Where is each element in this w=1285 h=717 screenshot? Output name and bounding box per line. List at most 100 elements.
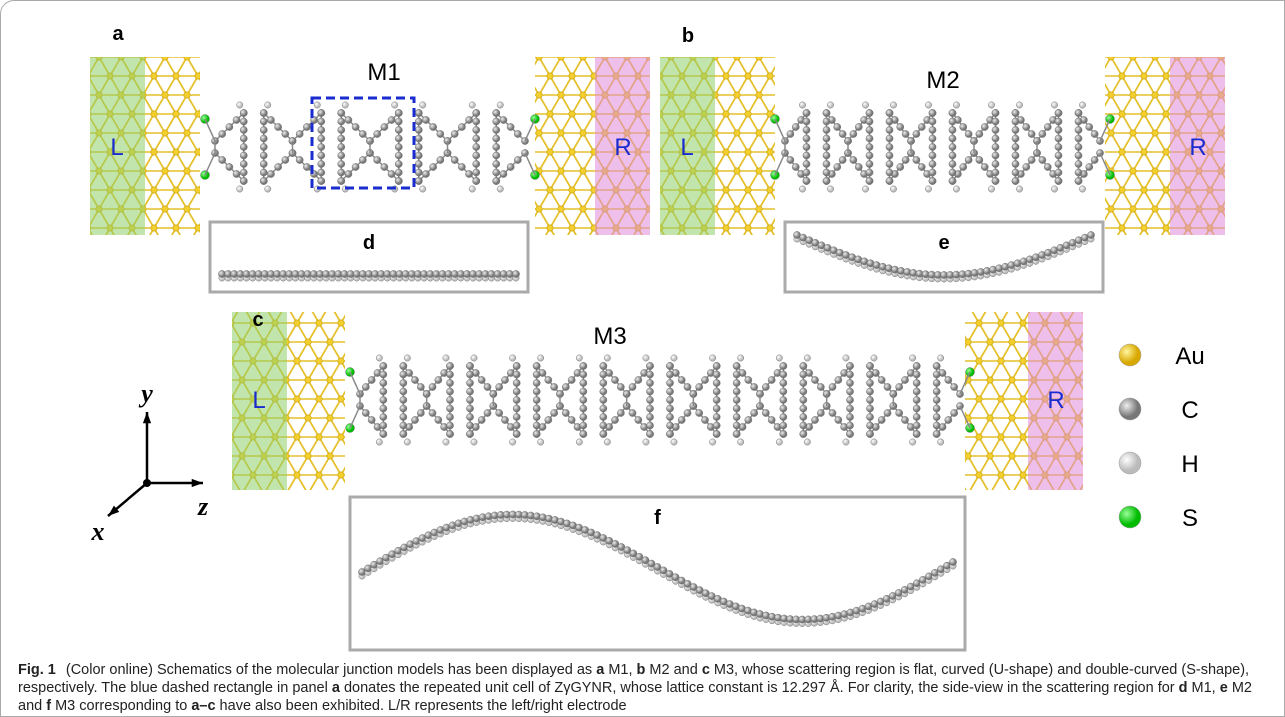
carbon-atom bbox=[846, 371, 853, 378]
carbon-atom bbox=[473, 152, 480, 159]
carbon-atom bbox=[918, 163, 925, 170]
molecule-name: M3 bbox=[593, 323, 626, 350]
carbon-atom bbox=[960, 123, 967, 130]
hydrogen-atom bbox=[843, 439, 849, 445]
carbon-atom bbox=[949, 177, 956, 184]
carbon-atom bbox=[666, 405, 673, 412]
carbon-atom bbox=[466, 396, 473, 403]
carbon-atom bbox=[701, 416, 708, 423]
carbon-atom bbox=[1055, 135, 1062, 142]
carbon-atom bbox=[1055, 177, 1062, 184]
carbon-atom bbox=[415, 160, 422, 167]
carbon-atom bbox=[1012, 135, 1019, 142]
carbon-atom bbox=[896, 409, 903, 416]
carbon-atom bbox=[533, 422, 540, 429]
carbon-atom bbox=[446, 371, 453, 378]
carbon-atom bbox=[866, 118, 873, 125]
hydrogen-atom bbox=[871, 355, 877, 361]
hydrogen-atom bbox=[709, 355, 715, 361]
carbon-atom bbox=[338, 169, 345, 176]
carbon-atom bbox=[411, 376, 418, 383]
carbon-atom bbox=[678, 376, 685, 383]
carbon-atom bbox=[513, 430, 520, 437]
carbon-atom bbox=[866, 396, 873, 403]
carbon-atom bbox=[866, 160, 873, 167]
carbon-atom bbox=[514, 130, 521, 137]
carbon-atom bbox=[902, 130, 909, 137]
carbon-atom bbox=[901, 376, 908, 383]
carbon-atom bbox=[411, 416, 418, 423]
carbon-atom bbox=[374, 130, 381, 137]
hydrogen-atom bbox=[1051, 186, 1057, 192]
carbon-atom bbox=[545, 416, 552, 423]
hydrogen-atom bbox=[314, 102, 320, 108]
carbon-atom bbox=[800, 388, 807, 395]
carbon-atom bbox=[338, 126, 345, 133]
carbon-atom bbox=[949, 135, 956, 142]
carbon-atom bbox=[446, 405, 453, 412]
hydrogen-atom bbox=[404, 355, 410, 361]
carbon-atom bbox=[1012, 160, 1019, 167]
legend-label: S bbox=[1182, 505, 1198, 532]
carbon-atom bbox=[1028, 130, 1035, 137]
carbon-atom bbox=[886, 177, 893, 184]
carbon-atom bbox=[484, 409, 491, 416]
hydrogen-atom bbox=[709, 439, 715, 445]
caption-segment: M2 and bbox=[645, 662, 701, 678]
carbon-atom bbox=[446, 362, 453, 369]
carbon-atom bbox=[1055, 143, 1062, 150]
carbon-atom bbox=[1039, 156, 1046, 163]
carbon-atom bbox=[1055, 109, 1062, 116]
hydrogen-atom bbox=[1079, 102, 1085, 108]
carbon-atom bbox=[417, 409, 424, 416]
carbon-atom bbox=[918, 123, 925, 130]
carbon-atom bbox=[829, 409, 836, 416]
carbon-atom bbox=[303, 123, 310, 130]
carbon-atom bbox=[318, 109, 325, 116]
bond bbox=[775, 119, 785, 141]
carbon-atom bbox=[817, 383, 824, 390]
carbon-atom bbox=[823, 152, 830, 159]
carbon-atom bbox=[666, 379, 673, 386]
carbon-atom bbox=[768, 376, 775, 383]
carbon-atom bbox=[395, 160, 402, 167]
carbon-atom bbox=[901, 416, 908, 423]
carbon-atom bbox=[949, 109, 956, 116]
left-electrode-label: L bbox=[252, 387, 265, 414]
carbon-atom bbox=[1055, 126, 1062, 133]
carbon-atom bbox=[839, 130, 846, 137]
carbon-atom bbox=[823, 135, 830, 142]
carbon-atom bbox=[666, 422, 673, 429]
hydrogen-atom bbox=[509, 355, 515, 361]
carbon-atom bbox=[446, 396, 453, 403]
carbon-atom bbox=[992, 135, 999, 142]
carbon-atom bbox=[240, 126, 247, 133]
hydrogen-atom bbox=[1016, 186, 1022, 192]
panel-label: a bbox=[112, 23, 124, 45]
carbon-atom bbox=[466, 379, 473, 386]
hydrogen-atom bbox=[671, 439, 677, 445]
legend-swatch bbox=[1119, 398, 1141, 420]
carbon-atom bbox=[1012, 169, 1019, 176]
carbon-atom bbox=[400, 405, 407, 412]
carbon-atom bbox=[507, 123, 514, 130]
hydrogen-atom bbox=[890, 102, 896, 108]
carbon-atom bbox=[240, 135, 247, 142]
molecule-name: M1 bbox=[367, 59, 400, 86]
carbon-atom bbox=[713, 422, 720, 429]
hydrogen-atom bbox=[237, 186, 243, 192]
carbon-atom bbox=[949, 169, 956, 176]
carbon-atom bbox=[478, 376, 485, 383]
carbon-atom bbox=[803, 169, 810, 176]
carbon-atom bbox=[303, 163, 310, 170]
carbon-atom bbox=[580, 362, 587, 369]
carbon-atom bbox=[886, 143, 893, 150]
carbon-atom bbox=[275, 123, 282, 130]
carbon-atom bbox=[318, 177, 325, 184]
carbon-atom bbox=[835, 376, 842, 383]
carbon-atom bbox=[260, 152, 267, 159]
carbon-atom bbox=[866, 177, 873, 184]
carbon-atom bbox=[451, 130, 458, 137]
hydrogen-atom bbox=[471, 439, 477, 445]
carbon-atom bbox=[800, 405, 807, 412]
